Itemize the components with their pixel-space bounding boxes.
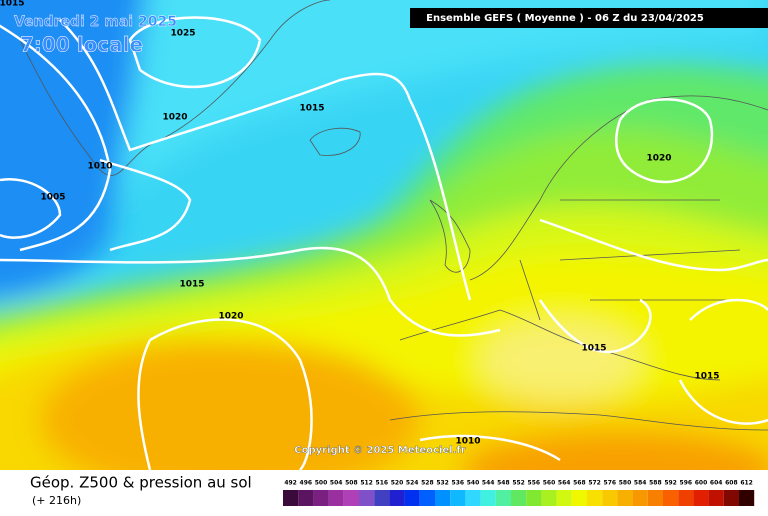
scale-swatch xyxy=(739,490,755,506)
header-box xyxy=(410,8,768,28)
scale-swatch xyxy=(343,490,359,506)
scale-label: 576 xyxy=(604,480,617,487)
footer-subtitle: (+ 216h) xyxy=(32,494,81,507)
scale-label: 612 xyxy=(740,480,753,487)
scale-swatch xyxy=(298,490,314,506)
scale-swatch xyxy=(465,490,481,506)
map-date: Vendredi 2 mai 2025 xyxy=(14,14,177,30)
scale-swatch xyxy=(571,490,587,506)
scale-label: 536 xyxy=(452,480,465,487)
isobar-label: 1015 xyxy=(299,104,324,114)
scale-swatch xyxy=(450,490,466,506)
scale-label: 492 xyxy=(284,480,297,487)
isobar-label: 1020 xyxy=(218,312,243,322)
isobar-label: 1020 xyxy=(162,113,187,123)
scale-swatch xyxy=(602,490,618,506)
scale-swatch xyxy=(480,490,496,506)
scale-swatch xyxy=(587,490,603,506)
scale-swatch xyxy=(435,490,451,506)
scale-label: 560 xyxy=(543,480,556,487)
scale-swatch xyxy=(526,490,542,506)
scale-swatch xyxy=(708,490,724,506)
scale-label: 524 xyxy=(406,480,419,487)
scale-label: 544 xyxy=(482,480,495,487)
scale-label: 564 xyxy=(558,480,571,487)
isobar-label: 1025 xyxy=(170,29,195,39)
isobar-label: 1010 xyxy=(87,162,112,172)
scale-label: 504 xyxy=(330,480,343,487)
scale-label: 568 xyxy=(573,480,586,487)
coastlines xyxy=(19,0,768,431)
scale-label: 516 xyxy=(376,480,389,487)
isobar-label: 1020 xyxy=(646,154,671,164)
scale-label: 556 xyxy=(528,480,541,487)
scale-label: 604 xyxy=(710,480,723,487)
scale-label: 584 xyxy=(634,480,647,487)
scale-swatch xyxy=(541,490,557,506)
scale-label: 512 xyxy=(360,480,373,487)
scale-swatch xyxy=(678,490,694,506)
scale-swatch xyxy=(511,490,527,506)
scale-swatch xyxy=(617,490,633,506)
isobars xyxy=(0,16,768,470)
scale-swatch xyxy=(374,490,390,506)
scale-swatch xyxy=(419,490,435,506)
scale-swatch xyxy=(404,490,420,506)
local-time: 7:00 locale xyxy=(20,33,143,57)
scale-label: 600 xyxy=(695,480,708,487)
scale-label: 592 xyxy=(664,480,677,487)
scale-label: 500 xyxy=(315,480,328,487)
scale-swatch xyxy=(647,490,663,506)
scale-label: 540 xyxy=(467,480,480,487)
scale-label: 588 xyxy=(649,480,662,487)
footer-title: Géop. Z500 & pression au sol xyxy=(30,474,252,492)
scale-swatch xyxy=(632,490,648,506)
scale-swatch xyxy=(283,490,299,506)
scale-swatch xyxy=(693,490,709,506)
scale-swatch xyxy=(389,490,405,506)
scale-label: 548 xyxy=(497,480,510,487)
scale-swatch xyxy=(556,490,572,506)
scale-label: 596 xyxy=(680,480,693,487)
scale-swatch xyxy=(723,490,739,506)
color-scale: 492 496 500 504 508 512 516 520 524 528 532 536 540 5… xyxy=(283,480,755,506)
scale-swatch xyxy=(313,490,329,506)
scale-swatch xyxy=(663,490,679,506)
isobar-label: 1015 xyxy=(581,344,606,354)
scale-label: 528 xyxy=(421,480,434,487)
isobar-label: 1005 xyxy=(40,193,65,203)
scale-label: 608 xyxy=(725,480,738,487)
scale-label: 496 xyxy=(300,480,313,487)
scale-label: 572 xyxy=(588,480,601,487)
isobar-label: 1010 xyxy=(455,437,480,447)
scale-label: 532 xyxy=(436,480,449,487)
scale-label: 508 xyxy=(345,480,358,487)
scale-label: 520 xyxy=(391,480,404,487)
scale-label: 580 xyxy=(619,480,632,487)
scale-swatch xyxy=(328,490,344,506)
run-header: Ensemble GEFS ( Moyenne ) - 06 Z du 23/0… xyxy=(426,13,704,24)
scale-label: 552 xyxy=(512,480,525,487)
isobar-label: 1015 xyxy=(0,0,25,9)
isobar-label: 1015 xyxy=(694,372,719,382)
scale-swatch xyxy=(359,490,375,506)
isobar-labels: 1015 1025 1020 1015 1010 1005 1020 1015 1020 1015… xyxy=(0,0,720,447)
copyright: Copyright © 2025 Meteociel.fr xyxy=(294,445,465,456)
isobar-label: 1015 xyxy=(179,280,204,290)
scale-swatch xyxy=(495,490,511,506)
